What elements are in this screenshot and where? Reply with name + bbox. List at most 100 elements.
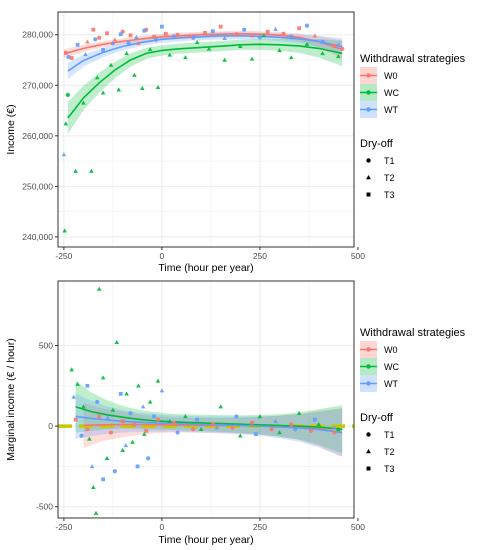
marginal-income-panel: -250 0 250 500 -500 0 500 Time (hour per year… — [5, 280, 365, 546]
point-wt — [61, 152, 67, 157]
point-wt — [171, 33, 176, 38]
point-wc — [304, 41, 310, 47]
point-wc — [249, 56, 255, 61]
point-wc — [261, 33, 267, 38]
x-tick-label: 250 — [253, 522, 267, 532]
point-wt — [153, 37, 159, 42]
point-wc — [73, 168, 78, 173]
point-wc — [296, 410, 302, 415]
point-w0 — [249, 33, 255, 38]
point-wt — [118, 391, 123, 396]
point-wc — [120, 447, 125, 452]
legend-key-point — [366, 107, 371, 112]
legend-shape-t2 — [366, 174, 371, 180]
point-wc — [141, 431, 147, 436]
legend-label-w0: W0 — [384, 345, 398, 355]
point-wc — [155, 378, 161, 383]
income-x-axis-label: Time (hour per year) — [158, 262, 253, 274]
legend-key-point — [366, 381, 371, 386]
income-points — [61, 23, 345, 233]
point-wc — [320, 51, 325, 56]
point-wt — [222, 35, 227, 40]
point-wc — [198, 426, 204, 432]
legend-key-point — [366, 347, 371, 352]
point-wc — [90, 484, 96, 490]
point-wt — [257, 35, 263, 40]
point-w0 — [112, 37, 118, 42]
legend-key-point — [366, 364, 371, 369]
point-wt — [71, 394, 76, 399]
point-wc — [116, 87, 122, 92]
point-wc — [277, 430, 282, 435]
point-wc — [257, 414, 263, 419]
point-wc — [218, 404, 224, 409]
x-tick-label: 500 — [351, 522, 365, 532]
point-w0 — [73, 417, 78, 422]
point-wc — [206, 46, 212, 51]
point-wc — [75, 381, 80, 386]
point-w0 — [332, 430, 337, 435]
marginal-x-ticks: -250 0 250 500 — [55, 518, 365, 532]
point-wt — [195, 417, 200, 422]
point-wt — [210, 29, 215, 34]
point-wt — [123, 443, 129, 448]
dryoff-legend-title-2: Dry-off — [360, 412, 394, 424]
point-wt — [254, 432, 258, 437]
point-wt — [293, 427, 298, 432]
y-tick-label: 260,000 — [22, 131, 53, 141]
point-w0 — [128, 33, 133, 38]
point-wc — [100, 375, 106, 380]
point-w0 — [120, 419, 125, 424]
point-wt — [101, 48, 105, 52]
marginal-grid — [58, 281, 354, 518]
point-w0 — [269, 427, 274, 432]
point-wt — [332, 425, 337, 430]
point-wc — [136, 383, 141, 388]
legend-shape-t1 — [366, 158, 371, 163]
point-wc — [108, 62, 114, 67]
legend-label-t3: T3 — [384, 190, 395, 200]
point-w0 — [312, 33, 318, 38]
marginal-legend: Withdrawal strategies W0 WC WT Dry-off T1 T… — [360, 327, 466, 474]
point-wc — [183, 414, 188, 419]
point-wc — [87, 436, 92, 441]
point-wc — [65, 92, 70, 97]
x-tick-label: 0 — [160, 522, 165, 532]
point-wt — [135, 464, 140, 469]
point-wt — [105, 415, 111, 420]
marginal-y-ticks: -500 0 500 — [36, 340, 58, 512]
point-wt — [152, 414, 156, 419]
point-wc — [167, 52, 173, 57]
legend-label-w0: W0 — [384, 71, 398, 81]
point-w0 — [265, 29, 270, 34]
marginal-smooth-lines — [75, 406, 343, 434]
point-w0 — [234, 32, 239, 37]
point-wc — [336, 426, 341, 432]
point-wt — [160, 24, 164, 29]
y-tick-label: -500 — [36, 502, 53, 512]
point-wt — [140, 404, 146, 409]
point-w0 — [163, 31, 168, 36]
point-wt — [336, 42, 341, 47]
legend-label-wc: WC — [384, 362, 399, 372]
legend-label-wc: WC — [384, 88, 399, 98]
point-wc — [132, 72, 137, 77]
point-wc — [94, 75, 100, 80]
point-wt — [175, 430, 180, 435]
point-w0 — [332, 43, 337, 48]
point-wc — [63, 121, 69, 126]
point-wt — [66, 54, 71, 60]
legend-label-t1: T1 — [384, 156, 395, 166]
y-tick-label: 250,000 — [22, 181, 53, 191]
point-w0 — [85, 39, 90, 44]
marginal-points — [69, 286, 341, 515]
point-wc — [114, 339, 120, 344]
withdrawal-legend-title-2: Withdrawal strategies — [360, 327, 466, 339]
y-tick-label: 0 — [48, 421, 53, 431]
point-w0 — [155, 417, 161, 422]
legend-key-point — [366, 90, 371, 95]
point-wt — [110, 40, 116, 46]
point-w0 — [308, 428, 313, 434]
legend-shape-t1 — [366, 432, 371, 437]
